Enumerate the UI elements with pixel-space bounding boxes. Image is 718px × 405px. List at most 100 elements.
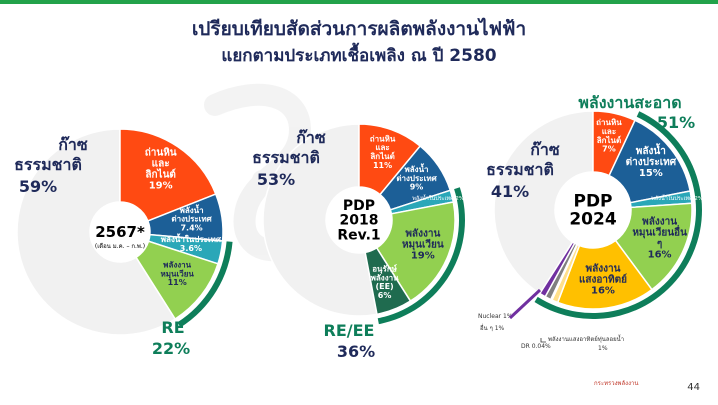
- callout-text: พลังงานแสงอาทิตย์ทุ่นลอยน้ำ: [548, 333, 624, 343]
- slice-label-line: แสงอาทิตย์: [579, 274, 627, 286]
- slice-label-line: ๆ: [657, 238, 662, 249]
- slice-label-line: 11%: [168, 278, 187, 287]
- slice-label: พลังงานแสงอาทิตย์16%: [579, 263, 627, 297]
- gas-value: 41%: [491, 182, 529, 201]
- callout-leader: [540, 338, 546, 343]
- gas-label-line: ธรรมชาติ: [14, 155, 82, 174]
- center-title-line: Rev.1: [337, 227, 380, 243]
- slice-label-line: และ: [602, 127, 616, 136]
- center-title-line: 2024: [569, 209, 616, 229]
- slice-label-line: ถ่านหิน: [596, 118, 622, 127]
- slice-label-line: และ: [375, 143, 389, 152]
- slice-label-line: ต่างประเทศ: [396, 174, 437, 183]
- callout-label: DR 0.04%: [521, 343, 551, 350]
- center-subtitle: (เดือน ม.ค. – ก.พ.): [95, 242, 145, 250]
- group-value: 36%: [337, 342, 375, 361]
- gas-label-top-line: ก๊าซ: [296, 128, 326, 147]
- slice-label-line: ถ่านหิน: [145, 147, 177, 159]
- slice-label-line: 11%: [373, 161, 392, 170]
- slice-label-line: พลังงาน: [371, 273, 399, 282]
- slice-label-line: พลังงาน: [642, 215, 677, 227]
- slide-title: เปรียบเทียบสัดส่วนการผลิตพลังงานไฟฟ้า: [191, 18, 527, 40]
- gas-label: ธรรมชาติ: [252, 148, 320, 167]
- slice-label-line: 7.4%: [180, 223, 202, 232]
- slice-label-line: 6%: [378, 291, 392, 300]
- slice-label-small: พลังน้ำในประเทศ 2%: [412, 194, 464, 202]
- slice-label-line: และ: [152, 159, 170, 170]
- group-value: 22%: [152, 339, 190, 358]
- group-label: พลังงานสะอาด: [578, 93, 681, 112]
- gas-label-line: ธรรมชาติ: [252, 148, 320, 167]
- center-title-line: PDP: [573, 192, 612, 212]
- group-label: RE: [161, 318, 184, 337]
- slice-label-line: 16%: [648, 249, 672, 260]
- gas-value: 53%: [257, 170, 295, 189]
- gas-label: ธรรมชาติ: [14, 155, 82, 174]
- gas-label-top: ก๊าซ: [58, 135, 88, 154]
- center-hole: [555, 172, 631, 248]
- gas-label-top-line: ก๊าซ: [530, 140, 560, 159]
- gas-label: ธรรมชาติ: [486, 160, 554, 179]
- slice-label-line: 3.6%: [180, 244, 202, 253]
- callout-text: DR 0.04%: [521, 343, 551, 350]
- group-value: 51%: [657, 113, 695, 132]
- group-ring: [177, 241, 233, 328]
- center-title: 2567*: [95, 223, 145, 241]
- pie-chart-3: [493, 110, 703, 320]
- ministry-logo: กระทรวงพลังงาน: [594, 380, 639, 387]
- slice-label-small: พลังน้ำในประเทศ 2%: [651, 194, 703, 202]
- slice-label-line: ลิกไนต์: [370, 151, 395, 161]
- center-title-line: 2018: [340, 213, 379, 229]
- slice-label-line: (EE): [375, 282, 393, 291]
- callout-value: 1%: [598, 345, 608, 352]
- pie-chart-1: [16, 128, 233, 336]
- callout-label-floating-solar: พลังงานแสงอาทิตย์ทุ่นลอยน้ำ 1%: [548, 333, 624, 352]
- slice-label-line: 15%: [639, 168, 663, 179]
- slice-label-line: 19%: [411, 251, 435, 262]
- gas-label-line: ธรรมชาติ: [486, 160, 554, 179]
- slice-label-line: หมุนเวียน: [402, 239, 444, 251]
- slice-label-line: พลังน้ำ: [404, 163, 428, 174]
- gas-label-top-line: ก๊าซ: [58, 135, 88, 154]
- slice-label-line: ลิกไนต์: [597, 135, 622, 145]
- center-title-line: PDP: [343, 198, 375, 214]
- slice-label-line: พลังงาน: [163, 261, 191, 270]
- slice-label-line: พลังน้ำในประเทศ: [161, 233, 222, 244]
- page-number: 44: [687, 382, 700, 393]
- slice-label-line: ลิกไนต์: [145, 168, 176, 181]
- slice-label: อนุรักษ์พลังงาน(EE)6%: [371, 263, 399, 299]
- callout-label: Nuclear 1%: [478, 313, 513, 320]
- slice-label-line: ต่างประเทศ: [626, 156, 677, 168]
- slice-label-line: ถ่านหิน: [370, 134, 396, 143]
- slice-label-line: พลังน้ำ: [180, 204, 204, 215]
- gas-label-top: ก๊าซ: [530, 140, 560, 159]
- slice-label-line: หมุนเวียนอื่น: [632, 224, 687, 238]
- slice-label-line: 16%: [591, 286, 615, 297]
- callout-text: อื่น ๆ 1%: [480, 324, 505, 332]
- callout-text: Nuclear 1%: [478, 313, 513, 320]
- center-hole: [326, 187, 392, 253]
- center-hole: [90, 202, 150, 262]
- slice-label-line: พลังงาน: [585, 263, 620, 275]
- pie-chart-2: [262, 123, 465, 325]
- gas-label-top: ก๊าซ: [296, 128, 326, 147]
- gas-value: 59%: [19, 177, 57, 196]
- callout-label: อื่น ๆ 1%: [480, 324, 505, 332]
- group-label: RE/EE: [324, 321, 375, 340]
- top-accent-bar: [0, 0, 718, 4]
- ministry-logo-text: กระทรวงพลังงาน: [594, 380, 639, 387]
- slice-label-line: อนุรักษ์: [372, 263, 397, 274]
